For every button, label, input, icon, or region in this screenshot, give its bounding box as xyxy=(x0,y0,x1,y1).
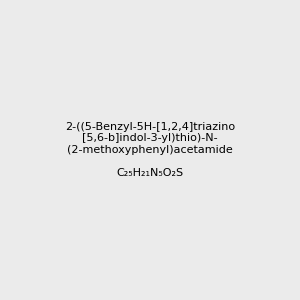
Text: 2-((5-Benzyl-5H-[1,2,4]triazino
[5,6-b]indol-3-yl)thio)-N-
(2-methoxyphenyl)acet: 2-((5-Benzyl-5H-[1,2,4]triazino [5,6-b]i… xyxy=(65,122,235,178)
